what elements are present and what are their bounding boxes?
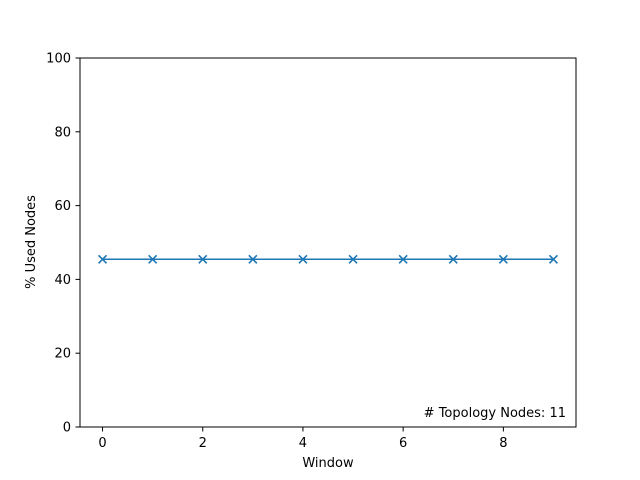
- data-point: [248, 254, 258, 264]
- data-point: [548, 254, 559, 264]
- data-point: [148, 254, 158, 264]
- y-axis: 0 20 40 60 80 100: [46, 52, 80, 436]
- x-tick-label: 4: [299, 436, 307, 451]
- x-tick-label: 2: [199, 436, 207, 451]
- y-tick-label: 100: [46, 52, 71, 67]
- x-tick-label: 0: [98, 436, 106, 451]
- y-tick-label: 0: [63, 421, 71, 436]
- topology-nodes-annotation: # Topology Nodes: 11: [424, 406, 566, 421]
- y-tick-label: 40: [54, 273, 71, 288]
- x-axis: 0 2 4 6 8: [98, 427, 507, 451]
- y-tick-label: 20: [54, 347, 71, 362]
- y-tick-label: 80: [54, 125, 71, 140]
- y-tick-label: 60: [54, 199, 71, 214]
- data-point: [498, 254, 508, 264]
- data-point: [198, 254, 208, 264]
- data-point: [97, 254, 108, 264]
- x-tick-label: 6: [399, 436, 407, 451]
- x-axis-label: Window: [302, 456, 354, 471]
- series-layer: [97, 254, 559, 264]
- data-point: [298, 254, 308, 264]
- data-point: [348, 254, 358, 264]
- data-point: [398, 254, 408, 264]
- x-tick-label: 8: [499, 436, 507, 451]
- y-axis-label: % Used Nodes: [24, 195, 39, 289]
- data-point: [448, 254, 458, 264]
- plot-frame: [79, 57, 577, 428]
